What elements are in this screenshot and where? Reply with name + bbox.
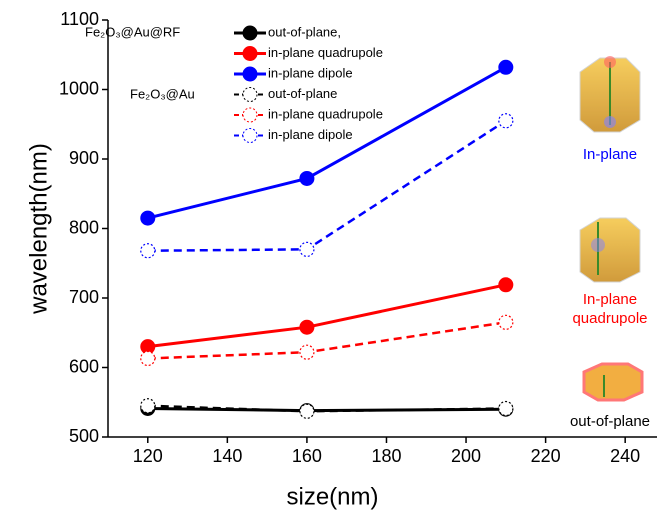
- x-tick-label: 120: [133, 446, 163, 466]
- marker: [499, 315, 513, 329]
- particle-icon-3: [584, 364, 642, 400]
- legend-group-title: Fe₂O₃@Au@RF: [85, 24, 180, 39]
- y-tick-label: 600: [69, 356, 99, 376]
- x-tick-label: 240: [610, 446, 640, 466]
- legend-group-title: Fe₂O₃@Au: [130, 86, 195, 101]
- marker: [141, 211, 155, 225]
- legend-label: in-plane quadrupole: [268, 45, 383, 60]
- legend-label: out-of-plane: [268, 86, 337, 101]
- x-tick-label: 220: [531, 446, 561, 466]
- y-tick-label: 800: [69, 217, 99, 237]
- legend-label: out-of-plane,: [268, 24, 341, 39]
- y-tick-label: 1000: [59, 78, 99, 98]
- particle-icon-1: [580, 56, 640, 132]
- x-tick-label: 160: [292, 446, 322, 466]
- marker: [499, 60, 513, 74]
- y-axis-title: wavelength(nm): [25, 143, 52, 315]
- chart: 5006007008009001000110012014016018020022…: [0, 0, 657, 518]
- y-tick-label: 500: [69, 426, 99, 446]
- page: 5006007008009001000110012014016018020022…: [0, 0, 657, 518]
- marker: [499, 278, 513, 292]
- marker: [141, 351, 155, 365]
- legend-label: in-plane dipole: [268, 127, 353, 142]
- legend-marker: [243, 88, 257, 102]
- legend-marker: [243, 26, 257, 40]
- marker: [300, 242, 314, 256]
- marker: [300, 404, 314, 418]
- marker: [141, 244, 155, 258]
- annotation: In-plane quadrupole: [560, 290, 657, 328]
- annotation: In-plane: [560, 145, 657, 164]
- marker: [300, 171, 314, 185]
- x-axis-title: size(nm): [286, 483, 378, 510]
- annotation: out-of-plane: [560, 412, 657, 431]
- legend-marker: [243, 108, 257, 122]
- marker: [141, 399, 155, 413]
- legend-label: in-plane quadrupole: [268, 106, 383, 121]
- series-line: [148, 285, 506, 347]
- legend-label: in-plane dipole: [268, 65, 353, 80]
- marker: [300, 320, 314, 334]
- y-tick-label: 900: [69, 148, 99, 168]
- particle-icon-2: [580, 218, 640, 282]
- legend-marker: [243, 67, 257, 81]
- x-tick-label: 200: [451, 446, 481, 466]
- marker: [300, 345, 314, 359]
- marker: [499, 402, 513, 416]
- y-tick-label: 700: [69, 287, 99, 307]
- x-tick-label: 140: [212, 446, 242, 466]
- legend-marker: [243, 129, 257, 143]
- legend-marker: [243, 47, 257, 61]
- x-tick-label: 180: [371, 446, 401, 466]
- marker: [499, 114, 513, 128]
